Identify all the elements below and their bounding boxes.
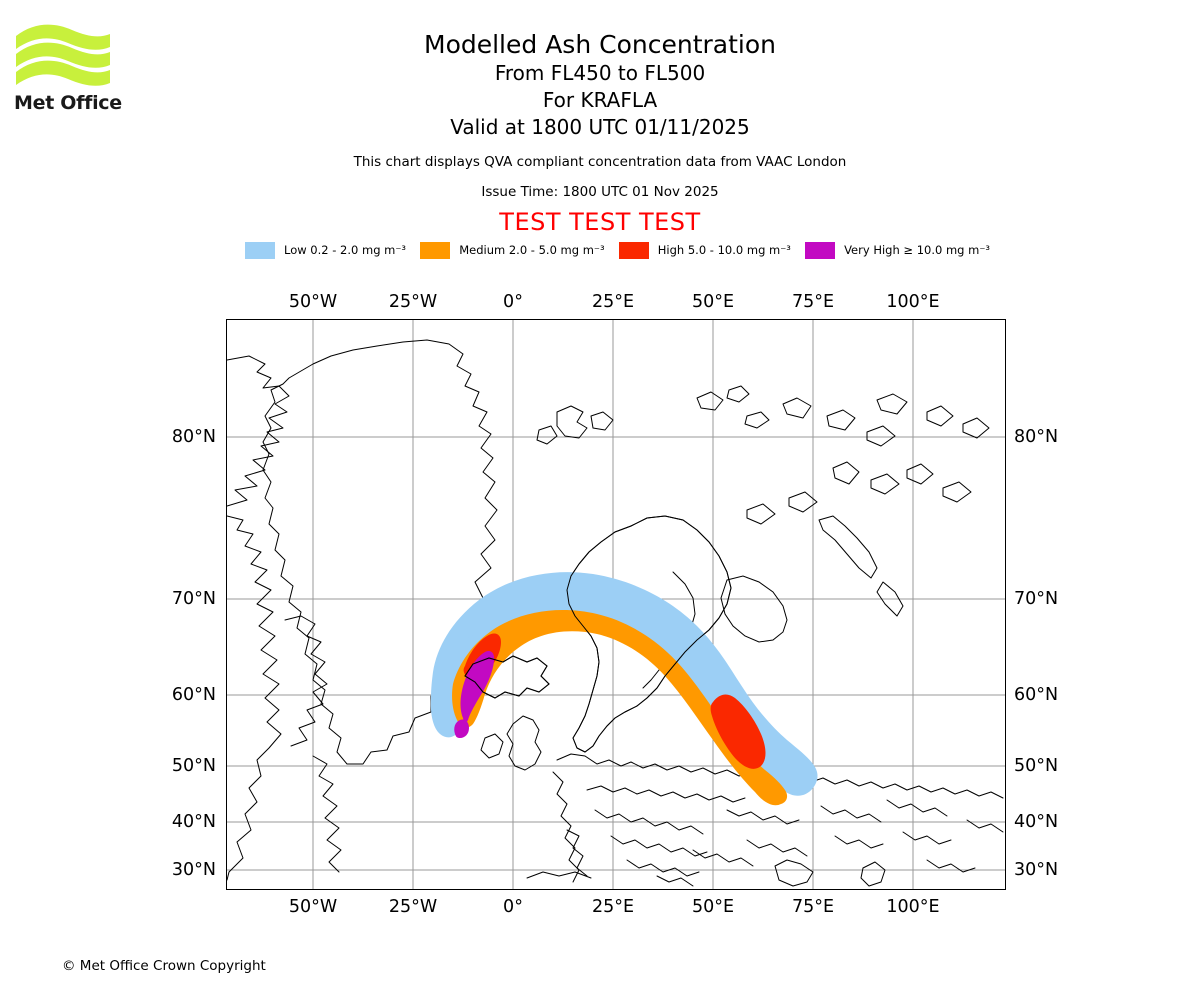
lon-label-bottom-1: 25°W xyxy=(388,897,438,917)
title-volcano: For KRAFLA xyxy=(542,88,658,112)
title-block: Modelled Ash Concentration From FL450 to… xyxy=(0,0,1200,236)
page-title: Modelled Ash Concentration xyxy=(424,30,776,59)
lon-label-top-6: 100°E xyxy=(886,292,940,312)
plume-high-tail xyxy=(710,694,766,769)
iceland-coastline xyxy=(464,655,550,699)
lat-label-right-0: 80°N xyxy=(1014,427,1059,447)
title-levels: From FL450 to FL500 xyxy=(494,61,706,85)
lon-label-bottom-6: 100°E xyxy=(886,897,940,917)
lon-label-bottom-4: 50°E xyxy=(691,897,735,917)
ash-plume xyxy=(430,572,818,806)
map-canvas xyxy=(227,320,1005,889)
legend-item-low: Low 0.2 - 2.0 mg m⁻³ xyxy=(245,241,407,259)
logo-waves-icon: Met Office xyxy=(14,24,122,113)
scandinavia-overlay xyxy=(566,515,788,753)
legend-label-very-high: Very High ≥ 10.0 mg m⁻³ xyxy=(844,243,990,257)
concentration-legend: Low 0.2 - 2.0 mg m⁻³ Medium 2.0 - 5.0 mg… xyxy=(245,240,990,260)
issue-time: Issue Time: 1800 UTC 01 Nov 2025 xyxy=(481,184,719,200)
lat-label-left-4: 40°N xyxy=(171,812,216,832)
legend-swatch-medium xyxy=(420,241,451,259)
lat-label-right-4: 40°N xyxy=(1014,812,1059,832)
plume-low-main xyxy=(430,572,818,796)
legend-swatch-very-high xyxy=(805,241,836,259)
plume-very-high xyxy=(460,651,495,723)
lat-label-left-0: 80°N xyxy=(171,427,216,447)
lon-label-top-0: 50°W xyxy=(288,292,338,312)
legend-item-very-high: Very High ≥ 10.0 mg m⁻³ xyxy=(805,241,990,259)
lat-label-left-1: 70°N xyxy=(171,589,216,609)
ash-concentration-map: 50°W 50°W 25°W 25°W 0° 0° 25°E 25°E 50°E 50°E 75°E… xyxy=(172,292,1058,917)
copyright-footer: © Met Office Crown Copyright xyxy=(62,958,266,974)
lon-label-top-1: 25°W xyxy=(388,292,438,312)
legend-item-high: High 5.0 - 10.0 mg m⁻³ xyxy=(618,241,791,259)
plume-medium xyxy=(452,610,788,806)
legend-swatch-low xyxy=(245,241,275,259)
lon-label-top-4: 50°E xyxy=(691,292,735,312)
lon-label-bottom-5: 75°E xyxy=(791,897,835,917)
legend-label-low: Low 0.2 - 2.0 mg m⁻³ xyxy=(284,243,407,257)
lat-label-right-3: 50°N xyxy=(1014,756,1059,776)
lat-label-right-5: 30°N xyxy=(1014,860,1059,880)
plume-very-high-tip xyxy=(454,719,469,738)
lon-label-bottom-0: 50°W xyxy=(288,897,338,917)
lon-label-top-5: 75°E xyxy=(791,292,835,312)
test-banner: TEST TEST TEST xyxy=(499,208,701,236)
map-frame xyxy=(226,319,1006,890)
lon-label-top-3: 25°E xyxy=(591,292,635,312)
lon-label-bottom-3: 25°E xyxy=(591,897,635,917)
lon-label-bottom-2: 0° xyxy=(503,897,523,917)
lat-label-right-2: 60°N xyxy=(1014,685,1059,705)
met-office-logo: Met Office xyxy=(14,18,124,113)
title-valid: Valid at 1800 UTC 01/11/2025 xyxy=(450,115,750,139)
logo-text: Met Office xyxy=(14,92,122,113)
lat-label-right-1: 70°N xyxy=(1014,589,1059,609)
legend-item-medium: Medium 2.0 - 5.0 mg m⁻³ xyxy=(420,241,605,259)
legend-label-medium: Medium 2.0 - 5.0 mg m⁻³ xyxy=(459,243,605,257)
lat-label-left-3: 50°N xyxy=(171,756,216,776)
lon-label-top-2: 0° xyxy=(503,292,523,312)
lat-label-left-5: 30°N xyxy=(171,860,216,880)
lat-label-left-2: 60°N xyxy=(171,685,216,705)
qva-note: This chart displays QVA compliant concen… xyxy=(353,154,847,170)
legend-swatch-high xyxy=(618,241,649,259)
legend-label-high: High 5.0 - 10.0 mg m⁻³ xyxy=(657,243,791,257)
